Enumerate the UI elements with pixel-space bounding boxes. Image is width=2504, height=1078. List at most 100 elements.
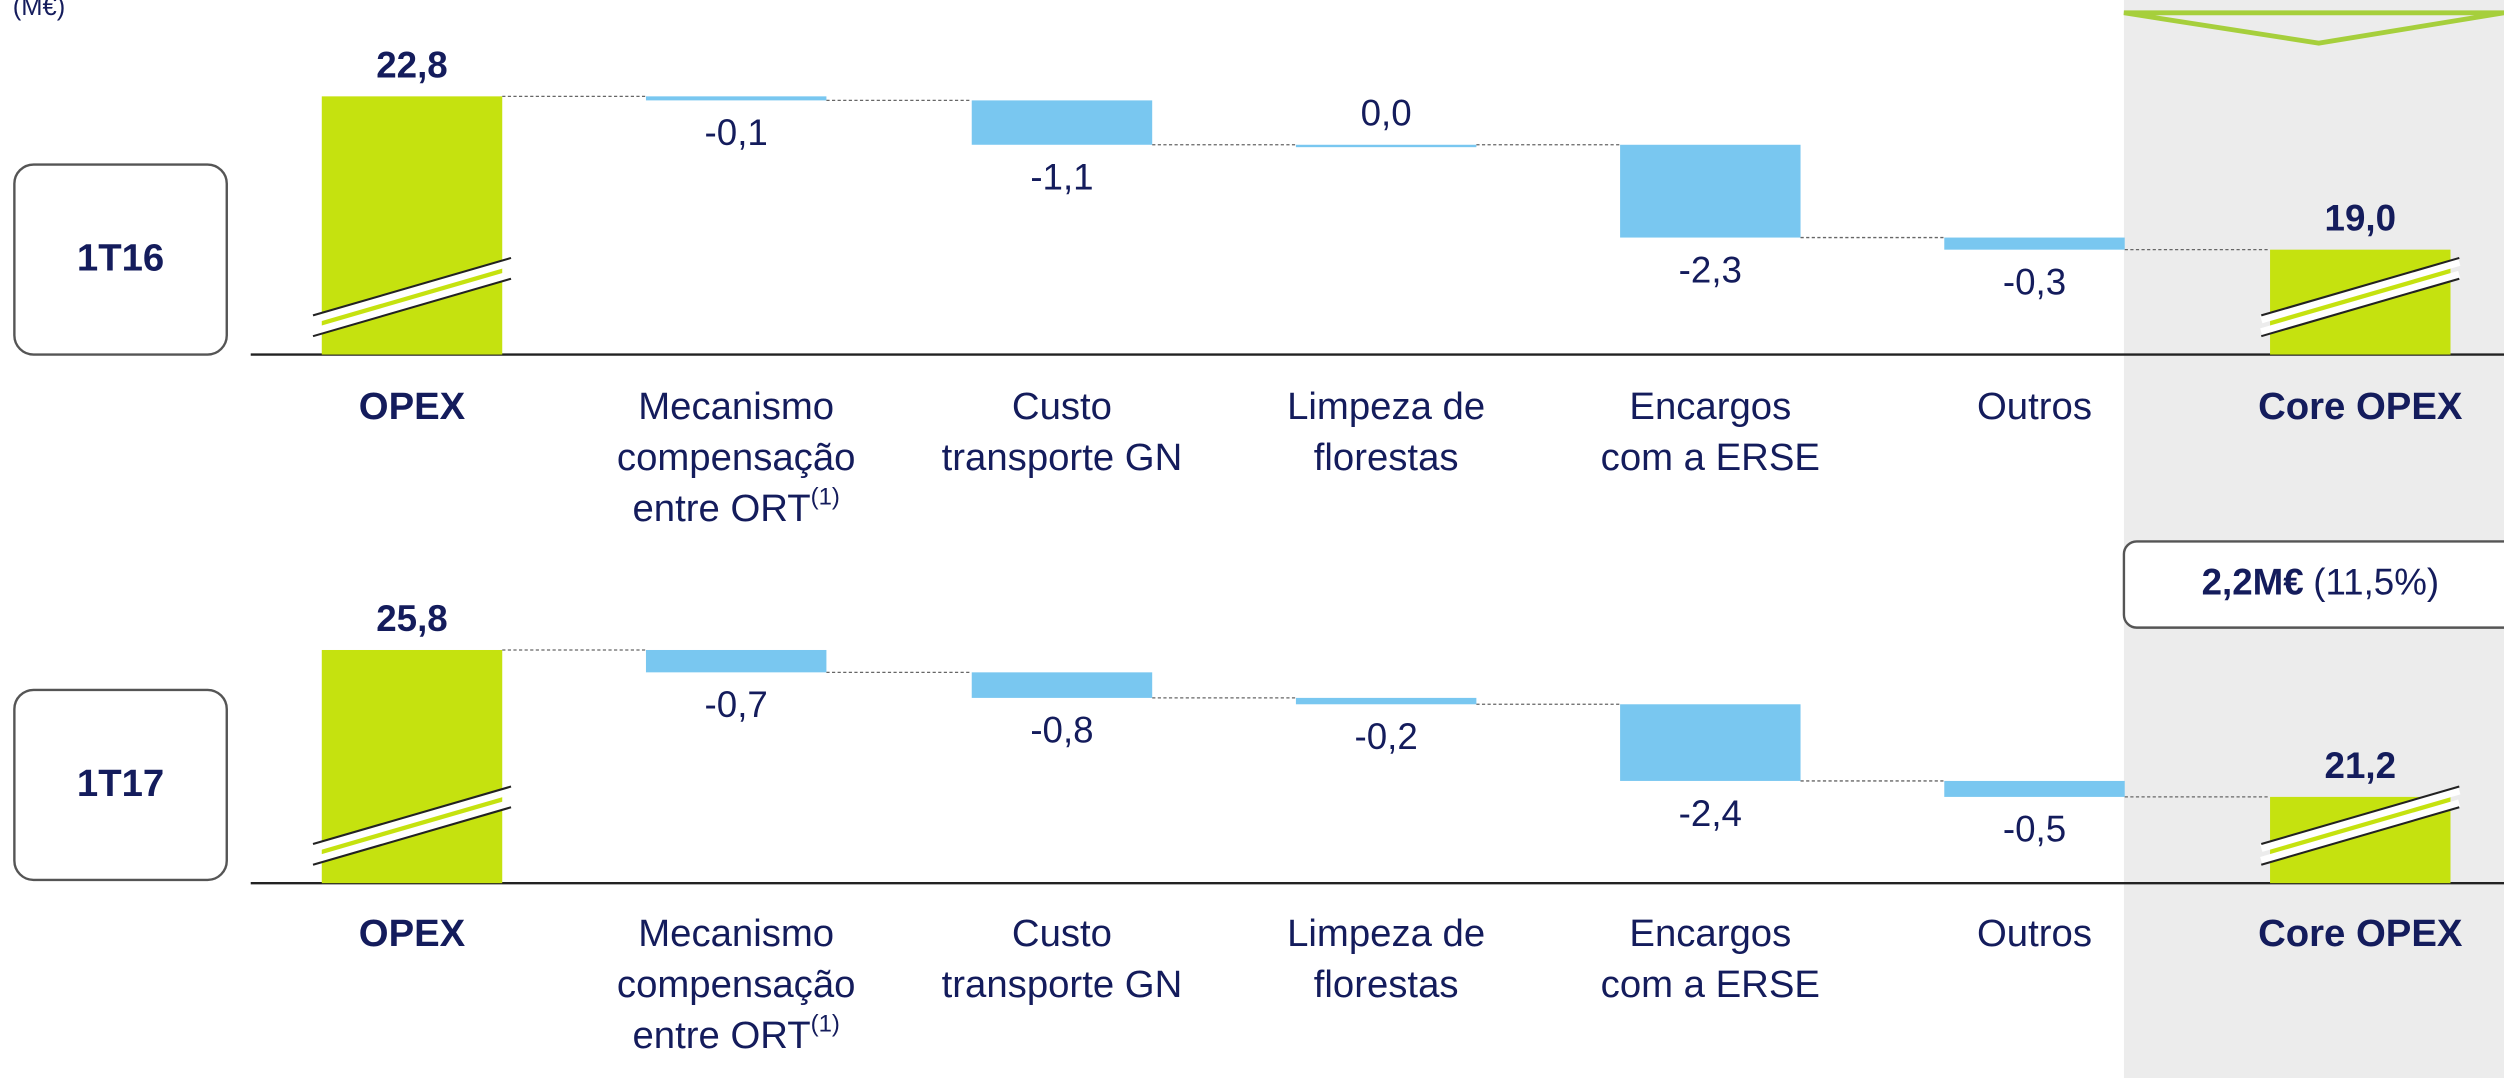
x-tick-label: Custo — [1012, 912, 1112, 955]
x-tick-label-text: Outros — [1977, 385, 2092, 428]
x-tick-label-text: entre ORT — [632, 1014, 810, 1057]
axis-break-edge — [312, 277, 512, 338]
axis-break — [2260, 799, 2461, 865]
axis-break-edge — [312, 806, 512, 866]
x-tick-label-text: compensação — [617, 963, 856, 1006]
value-label: -0,2 — [1355, 716, 1418, 757]
delta-bar — [1620, 704, 1801, 781]
x-tick-label-text: Custo — [1012, 385, 1112, 428]
x-tick-label-text: transporte GN — [942, 963, 1183, 1006]
unit-label: (M€) — [13, 0, 66, 21]
x-tick-label: Custo — [1012, 385, 1112, 428]
value-label: 19,0 — [2325, 198, 2396, 239]
x-tick-label-text: Mecanismo — [638, 912, 834, 955]
delta-bar — [1944, 780, 2125, 797]
delta-bar — [971, 100, 1153, 145]
x-tick-label-text: compensação — [617, 436, 856, 479]
row-label: 1T16 — [77, 236, 164, 279]
delta-bar — [1295, 697, 1477, 705]
value-label: 21,2 — [2325, 745, 2396, 786]
x-tick-label: Mecanismo — [638, 385, 834, 428]
x-tick-label-text: transporte GN — [942, 436, 1183, 479]
x-tick-label: transporte GN — [942, 963, 1183, 1006]
x-tick-label: Core OPEX — [2258, 912, 2463, 955]
value-label: -2,4 — [1679, 793, 1742, 834]
value-label: -2,3 — [1679, 249, 1742, 290]
delta-bar — [971, 672, 1153, 698]
value-label: 0,0 — [1361, 93, 1412, 134]
x-tick-label: florestas — [1314, 436, 1459, 479]
axis-break — [311, 799, 513, 865]
x-tick-label-text: Limpeza de — [1287, 385, 1485, 428]
axis-break-edge — [312, 785, 512, 846]
x-tick-label: Outros — [1977, 912, 2092, 955]
delta-bar — [645, 649, 827, 673]
x-tick-label: entre ORT(1) — [632, 1011, 839, 1058]
value-label: 25,8 — [376, 598, 447, 639]
axis-break-edge — [2260, 785, 2460, 846]
axis-break — [2260, 786, 2461, 852]
value-label: -0,8 — [1030, 710, 1093, 751]
x-tick-label-text: entre ORT — [632, 487, 810, 530]
x-tick-label: compensação — [617, 963, 856, 1006]
row-label-box — [13, 688, 228, 882]
footnote-mark: (1) — [811, 484, 840, 511]
x-tick-label-text: com a ERSE — [1601, 436, 1820, 479]
x-tick-label-text: Custo — [1012, 912, 1112, 955]
change-percent: (11,5%) — [2313, 561, 2439, 602]
x-tick-label: Outros — [1977, 385, 2092, 428]
x-tick-label-text: com a ERSE — [1601, 963, 1820, 1006]
axis-break — [2260, 258, 2461, 324]
x-tick-label: Encargos — [1629, 912, 1791, 955]
x-tick-label-text: Mecanismo — [638, 385, 834, 428]
value-label: -0,3 — [2003, 261, 2066, 302]
x-tick-label-text: Encargos — [1629, 385, 1791, 428]
x-tick-label-text: OPEX — [359, 912, 466, 955]
total-bar — [321, 96, 503, 355]
value-label: -0,1 — [705, 112, 768, 153]
value-label: -0,5 — [2003, 809, 2066, 850]
x-tick-label-text: Encargos — [1629, 912, 1791, 955]
axis-break — [311, 258, 513, 324]
x-tick-label: Mecanismo — [638, 912, 834, 955]
change-box — [2122, 540, 2504, 629]
row-label-box — [13, 163, 228, 356]
change-amount: 2,2M€ — [2202, 561, 2304, 602]
delta-bar — [1944, 237, 2125, 250]
delta-bar — [1295, 144, 1477, 148]
x-tick-label-text: Limpeza de — [1287, 912, 1485, 955]
x-tick-label: com a ERSE — [1601, 963, 1820, 1006]
axis-break-edge — [2260, 806, 2460, 866]
x-tick-label-text: Outros — [1977, 912, 2092, 955]
x-tick-label: transporte GN — [942, 436, 1183, 479]
x-tick-label: florestas — [1314, 963, 1459, 1006]
x-tick-label-text: Core OPEX — [2258, 912, 2463, 955]
x-tick-label: OPEX — [359, 385, 466, 428]
value-label: -0,7 — [705, 684, 768, 725]
x-tick-label: Core OPEX — [2258, 385, 2463, 428]
value-label: -1,1 — [1030, 157, 1093, 198]
x-tick-label-text: Core OPEX — [2258, 385, 2463, 428]
delta-bar — [1620, 144, 1801, 238]
x-tick-label: compensação — [617, 436, 856, 479]
row-label: 1T17 — [77, 762, 164, 805]
x-tick-label: Limpeza de — [1287, 385, 1485, 428]
x-tick-label: Limpeza de — [1287, 912, 1485, 955]
x-tick-label-text: florestas — [1314, 963, 1459, 1006]
highlight-arrow — [2123, 10, 2504, 46]
x-tick-label-text: florestas — [1314, 436, 1459, 479]
footnote-mark: (1) — [811, 1011, 840, 1038]
axis-break-edge — [2260, 277, 2460, 338]
total-bar — [321, 649, 503, 884]
axis-break-edge — [312, 256, 512, 317]
value-label: 22,8 — [376, 44, 447, 85]
x-tick-label: OPEX — [359, 912, 466, 955]
x-tick-label: entre ORT(1) — [632, 484, 839, 531]
x-tick-label: Encargos — [1629, 385, 1791, 428]
delta-bar — [645, 96, 827, 101]
change-annotation: 2,2M€ (11,5%) — [2202, 561, 2440, 602]
axis-break — [2260, 270, 2461, 337]
x-tick-label: com a ERSE — [1601, 436, 1820, 479]
